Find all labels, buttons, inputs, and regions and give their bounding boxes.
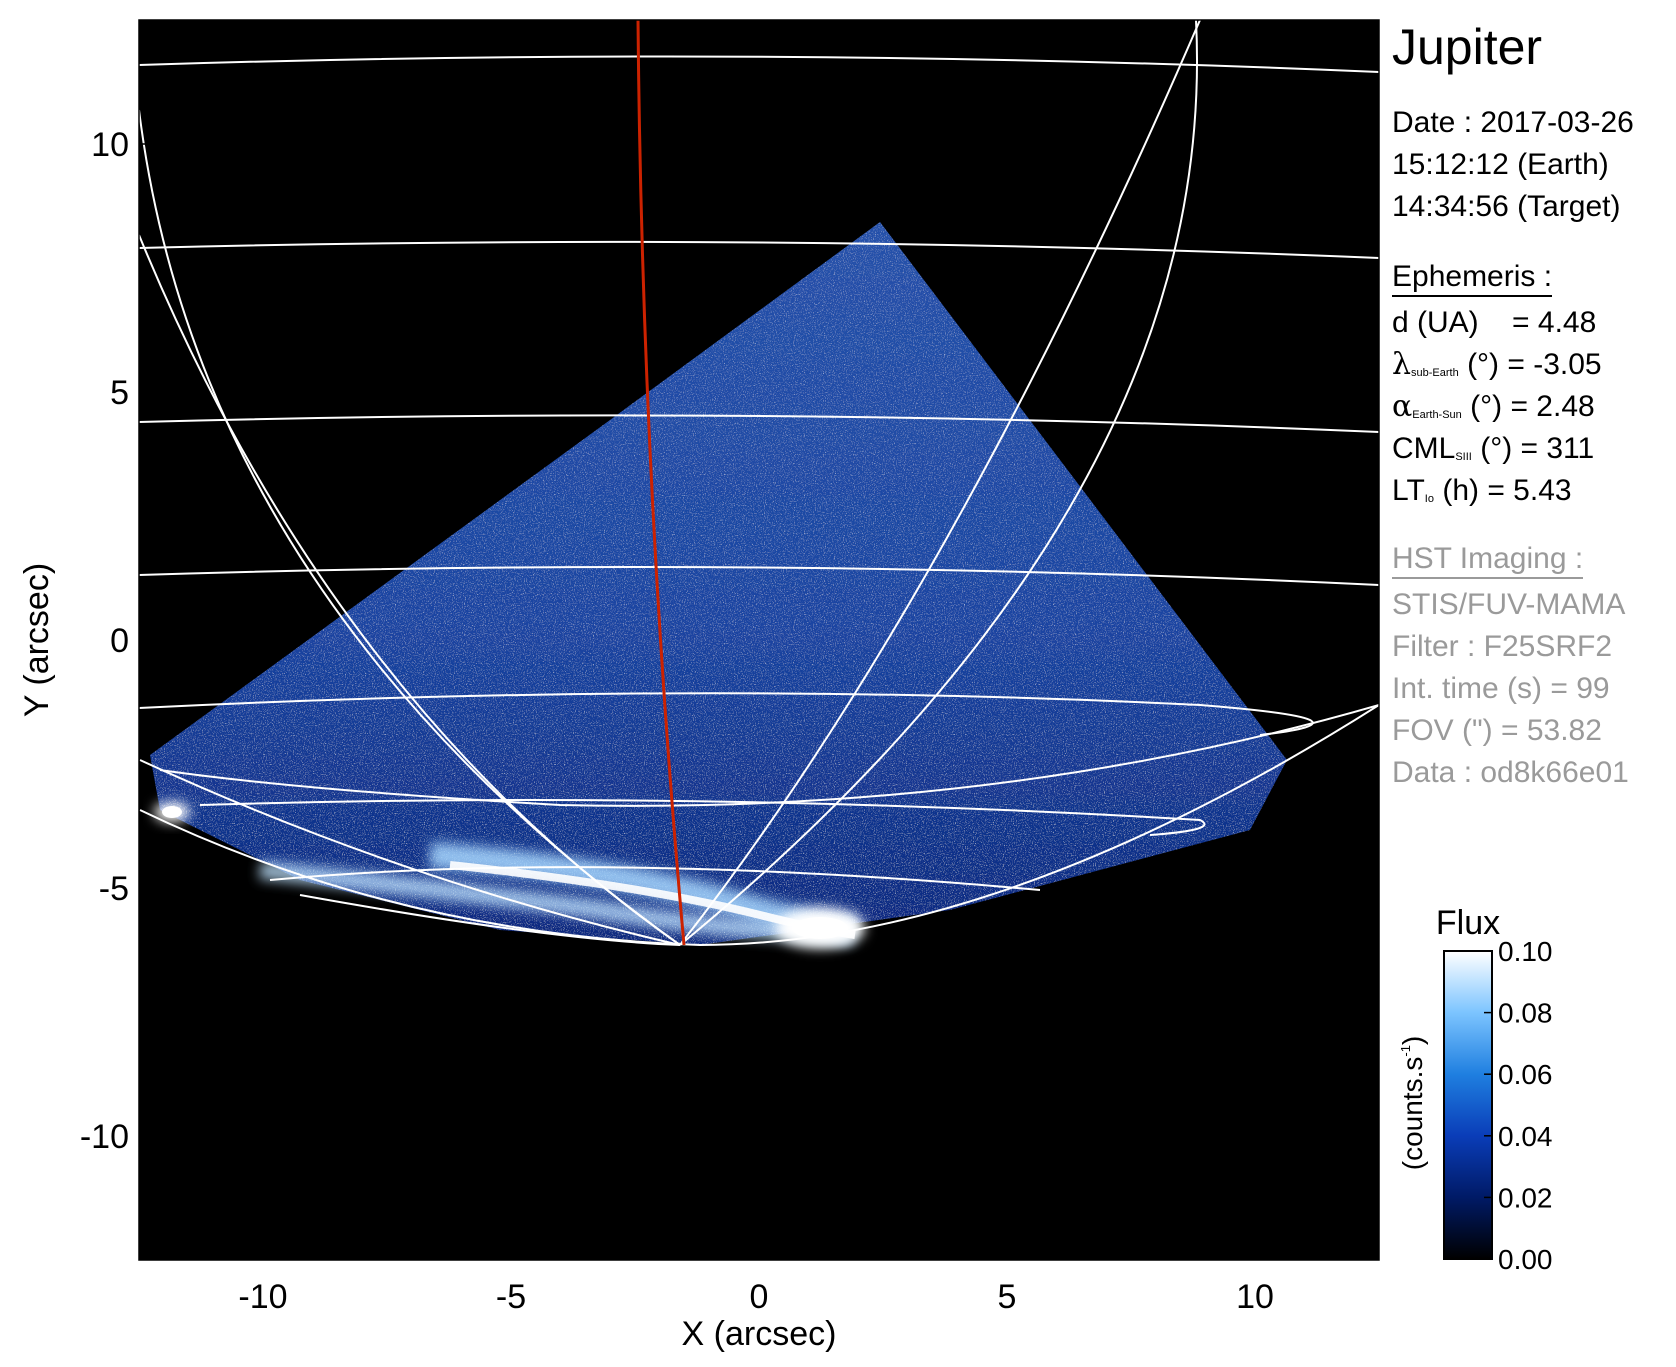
ephemeris-cml: CMLSIII (°) = 311 <box>1392 432 1595 465</box>
colorbar-tick-label-0: 0.10 <box>1498 936 1553 967</box>
hst-filter: Filter : F25SRF2 <box>1392 630 1613 663</box>
ephemeris-sub-earth-longitude: λsub-Earth (°) = -3.05 <box>1392 347 1602 382</box>
emission-wedge <box>150 222 1287 945</box>
hst-integration-time: Int. time (s) = 99 <box>1392 672 1610 705</box>
colorbar-tick-label-3: 0.04 <box>1498 1121 1553 1152</box>
colorbar-title: Flux <box>1436 904 1500 942</box>
x-tick-label-1: -5 <box>496 1278 526 1316</box>
y-tick-label-2: 0 <box>110 622 129 660</box>
x-axis: -10 -5 0 5 10 <box>238 20 1274 1316</box>
hst-fov: FOV (") = 53.82 <box>1392 714 1602 747</box>
y-axis-label: Y (arcsec) <box>18 563 56 717</box>
colorbar-tick-label-2: 0.06 <box>1498 1059 1553 1090</box>
ephemeris-header: Ephemeris : <box>1392 262 1553 297</box>
x-tick-label-4: 10 <box>1236 1278 1274 1316</box>
colorbar-tick-label-4: 0.02 <box>1498 1182 1553 1213</box>
target-time: 14:34:56 (Target) <box>1392 190 1621 223</box>
target-title: Jupiter <box>1392 19 1543 75</box>
x-tick-label-3: 5 <box>998 1278 1017 1316</box>
x-tick-label-0: -10 <box>238 1278 287 1316</box>
y-tick-label-0: -10 <box>80 1118 129 1156</box>
x-tick-label-2: 0 <box>750 1278 769 1316</box>
auroral-emission <box>154 802 865 948</box>
central-meridian <box>636 20 686 946</box>
y-tick-label-1: -5 <box>99 870 129 908</box>
planetographic-grid <box>139 20 1379 947</box>
hst-instrument: STIS/FUV-MAMA <box>1392 588 1626 621</box>
colorbar-tick-label-1: 0.08 <box>1498 998 1553 1029</box>
x-axis-label: X (arcsec) <box>682 1315 837 1353</box>
ephemeris-io-local-time: LTIo (h) = 5.43 <box>1392 474 1572 507</box>
y-tick-label-3: 5 <box>110 374 129 412</box>
colorbar <box>1443 950 1493 1260</box>
y-axis: -10 -5 0 5 10 <box>80 126 1379 1156</box>
colorbar-tick-label-5: 0.00 <box>1498 1244 1553 1275</box>
ephemeris-phase-angle: αEarth-Sun (°) = 2.48 <box>1392 389 1595 424</box>
earth-time: 15:12:12 (Earth) <box>1392 148 1609 181</box>
y-tick-label-4: 10 <box>91 126 129 164</box>
ephemeris-distance: d (UA) = 4.48 <box>1392 306 1597 339</box>
hst-header: HST Imaging : <box>1392 544 1584 579</box>
colorbar-label: (counts.s-1) <box>1397 1036 1428 1171</box>
colorbar-ticks: 0.10 0.08 0.06 0.04 0.02 0.00 <box>1484 936 1553 1275</box>
hst-data-id: Data : od8k66e01 <box>1392 756 1629 789</box>
observation-date: Date : 2017-03-26 <box>1392 106 1634 139</box>
